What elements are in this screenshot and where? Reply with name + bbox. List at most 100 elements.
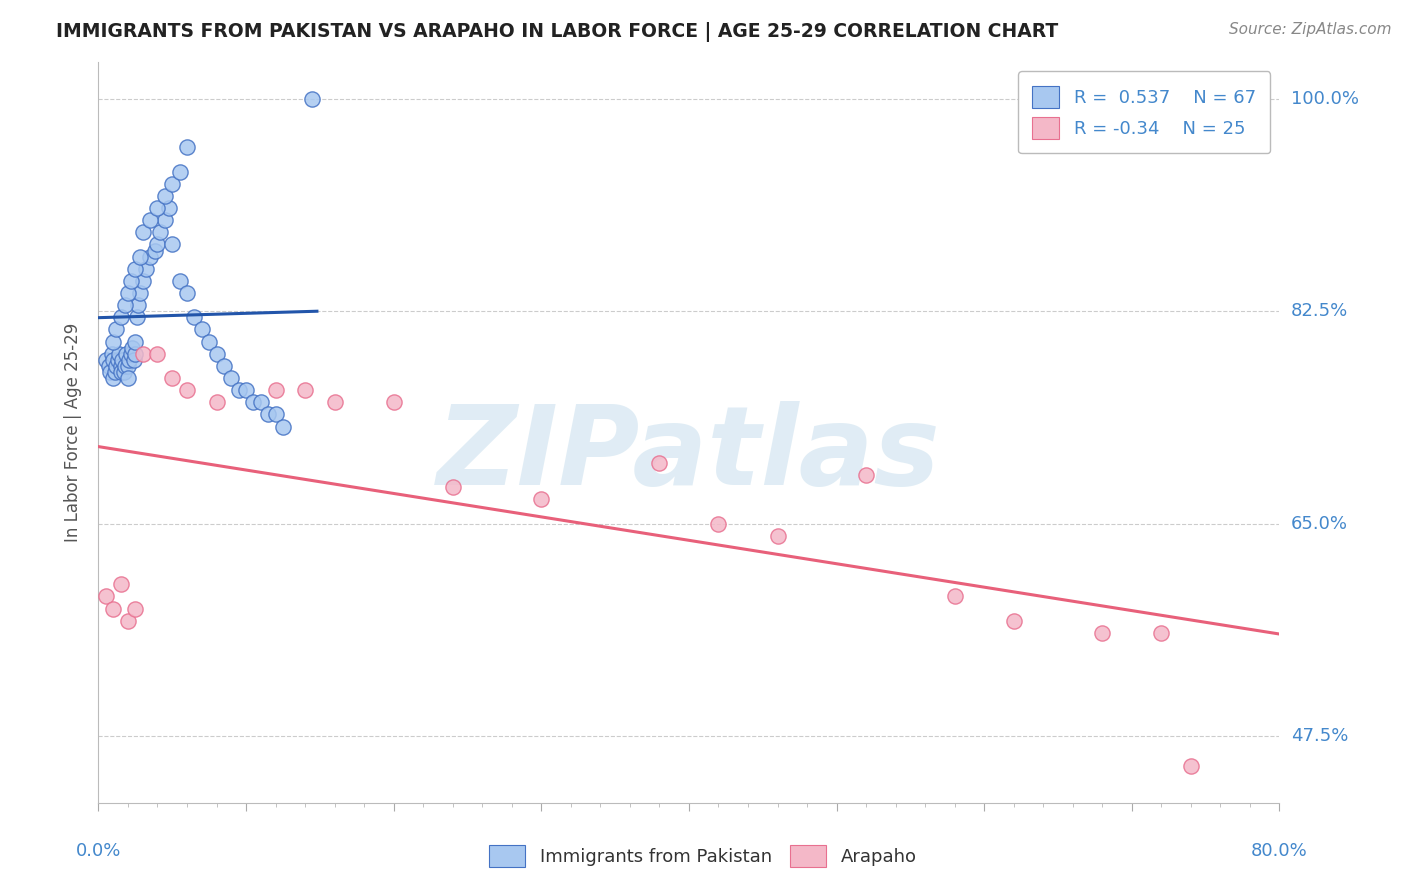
Point — [1002, 614, 1025, 628]
Point — [242, 395, 264, 409]
Point — [114, 359, 136, 373]
Point — [132, 347, 155, 361]
Point — [766, 529, 789, 543]
Text: 0.0%: 0.0% — [76, 842, 121, 860]
Point — [162, 237, 183, 252]
Point — [105, 322, 128, 336]
Point — [257, 408, 280, 422]
Point — [146, 347, 169, 361]
Point — [94, 590, 117, 604]
Point — [124, 261, 146, 276]
Point — [121, 341, 143, 355]
Point — [122, 352, 145, 367]
Point — [124, 334, 146, 349]
Text: 65.0%: 65.0% — [1291, 515, 1347, 533]
Point — [117, 614, 139, 628]
Point — [212, 359, 235, 373]
Point — [264, 383, 287, 397]
Point — [132, 274, 155, 288]
Point — [103, 352, 125, 367]
Text: IMMIGRANTS FROM PAKISTAN VS ARAPAHO IN LABOR FORCE | AGE 25-29 CORRELATION CHART: IMMIGRANTS FROM PAKISTAN VS ARAPAHO IN L… — [56, 22, 1059, 42]
Text: 47.5%: 47.5% — [1291, 727, 1348, 745]
Point — [153, 189, 176, 203]
Point — [943, 590, 966, 604]
Point — [301, 92, 323, 106]
Text: Source: ZipAtlas.com: Source: ZipAtlas.com — [1229, 22, 1392, 37]
Point — [441, 480, 464, 494]
Point — [146, 201, 169, 215]
Point — [707, 516, 730, 531]
Point — [127, 298, 149, 312]
Point — [118, 352, 141, 367]
Point — [264, 408, 287, 422]
Point — [128, 286, 150, 301]
Text: 82.5%: 82.5% — [1291, 302, 1348, 320]
Point — [855, 468, 877, 483]
Point — [162, 371, 183, 385]
Point — [124, 347, 146, 361]
Point — [323, 395, 346, 409]
Point — [250, 395, 273, 409]
Point — [205, 395, 228, 409]
Point — [135, 261, 157, 276]
Point — [108, 347, 131, 361]
Point — [120, 274, 142, 288]
Legend: Immigrants from Pakistan, Arapaho: Immigrants from Pakistan, Arapaho — [482, 838, 924, 874]
Point — [139, 250, 162, 264]
Point — [103, 371, 125, 385]
Point — [162, 177, 183, 191]
Point — [382, 395, 405, 409]
Point — [198, 334, 221, 349]
Point — [176, 140, 198, 154]
Point — [235, 383, 257, 397]
Point — [110, 577, 132, 591]
Point — [94, 352, 117, 367]
Point — [125, 310, 148, 325]
Point — [114, 298, 136, 312]
Point — [128, 250, 150, 264]
Point — [1180, 759, 1202, 773]
Point — [153, 213, 176, 227]
Point — [110, 359, 132, 373]
Point — [1091, 626, 1114, 640]
Point — [228, 383, 250, 397]
Point — [111, 352, 134, 367]
Point — [169, 274, 191, 288]
Text: 80.0%: 80.0% — [1251, 842, 1308, 860]
Point — [103, 334, 125, 349]
Point — [146, 237, 169, 252]
Point — [221, 371, 243, 385]
Y-axis label: In Labor Force | Age 25-29: In Labor Force | Age 25-29 — [65, 323, 83, 542]
Point — [157, 201, 180, 215]
Point — [176, 383, 198, 397]
Legend: R =  0.537    N = 67, R = -0.34    N = 25: R = 0.537 N = 67, R = -0.34 N = 25 — [1018, 71, 1271, 153]
Point — [169, 164, 191, 178]
Point — [271, 419, 294, 434]
Text: 100.0%: 100.0% — [1291, 90, 1358, 108]
Point — [124, 601, 146, 615]
Point — [530, 492, 553, 507]
Point — [97, 359, 120, 373]
Point — [110, 365, 132, 379]
Point — [103, 601, 125, 615]
Point — [143, 244, 166, 258]
Point — [98, 365, 121, 379]
Point — [139, 213, 162, 227]
Point — [117, 286, 139, 301]
Point — [149, 225, 172, 239]
Point — [100, 347, 122, 361]
Point — [105, 359, 128, 373]
Text: ZIPatlas: ZIPatlas — [437, 401, 941, 508]
Point — [112, 365, 135, 379]
Point — [110, 310, 132, 325]
Point — [115, 347, 138, 361]
Point — [107, 352, 129, 367]
Point — [294, 383, 316, 397]
Point — [176, 286, 198, 301]
Point — [132, 225, 155, 239]
Point — [191, 322, 214, 336]
Point — [1150, 626, 1173, 640]
Point — [648, 456, 671, 470]
Point — [120, 347, 142, 361]
Point — [205, 347, 228, 361]
